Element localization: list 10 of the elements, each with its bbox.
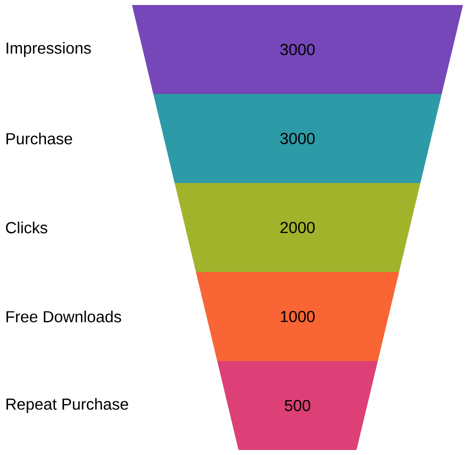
category-label: Impressions	[6, 42, 91, 57]
data-label: 3000	[280, 44, 315, 56]
data-label: 1000	[280, 310, 315, 322]
data-label: 500	[284, 400, 310, 412]
category-label: Clicks	[6, 222, 48, 234]
category-label: Free Downloads	[6, 310, 122, 322]
category-label: Purchase	[6, 132, 72, 144]
data-label: 2000	[280, 222, 315, 234]
category-label: Repeat Purchase	[6, 398, 128, 413]
data-label: 3000	[280, 132, 315, 144]
